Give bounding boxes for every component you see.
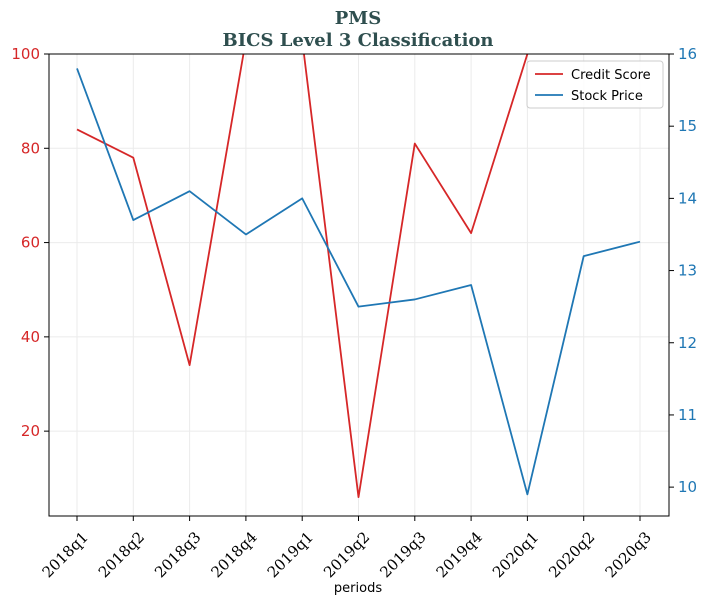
x-tick-label: 2020q1 — [489, 528, 542, 581]
x-axis: 2018q1 2018q2 2018q3 2018q4 2019q1 2019q2 2019… — [39, 516, 655, 581]
x-tick-label: 2019q4 — [433, 528, 486, 581]
left-tick-label: 80 — [21, 139, 40, 157]
x-tick-label: 2020q3 — [602, 528, 655, 581]
x-axis-label: periods — [334, 581, 382, 596]
series-line-credit-score — [76, 54, 529, 499]
right-axis: 10 11 12 13 14 15 16 — [669, 45, 697, 496]
left-axis: 20 40 60 80 100 — [11, 45, 49, 440]
right-tick-label: 15 — [678, 117, 697, 135]
left-tick-label: 100 — [11, 45, 40, 63]
series-group — [76, 54, 641, 499]
x-tick-label: 2018q4 — [207, 528, 260, 581]
x-tick-label: 2018q3 — [151, 528, 204, 581]
chart-subtitle: BICS Level 3 Classification — [222, 30, 493, 51]
x-tick-label: 2020q2 — [545, 528, 598, 581]
series-line-stock-price — [76, 68, 641, 496]
x-tick-label: 2019q3 — [376, 528, 429, 581]
left-tick-label: 40 — [21, 328, 40, 346]
legend: Credit Score Stock Price — [526, 60, 664, 109]
x-tick-label: 2019q1 — [264, 528, 317, 581]
x-tick-label: 2019q2 — [320, 528, 373, 581]
left-tick-label: 60 — [21, 234, 40, 252]
right-tick-label: 10 — [678, 478, 697, 496]
legend-box — [526, 60, 664, 109]
x-tick-label: 2018q1 — [39, 528, 92, 581]
left-tick-label: 20 — [21, 422, 40, 440]
right-tick-label: 16 — [678, 45, 697, 63]
legend-label: Credit Score — [571, 68, 651, 83]
legend-label: Stock Price — [571, 89, 643, 104]
x-tick-label: 2018q2 — [95, 528, 148, 581]
right-tick-label: 14 — [678, 189, 697, 207]
right-tick-label: 12 — [678, 334, 697, 352]
right-tick-label: 11 — [678, 406, 697, 424]
chart-title: PMS — [335, 8, 381, 29]
right-tick-label: 13 — [678, 262, 697, 280]
